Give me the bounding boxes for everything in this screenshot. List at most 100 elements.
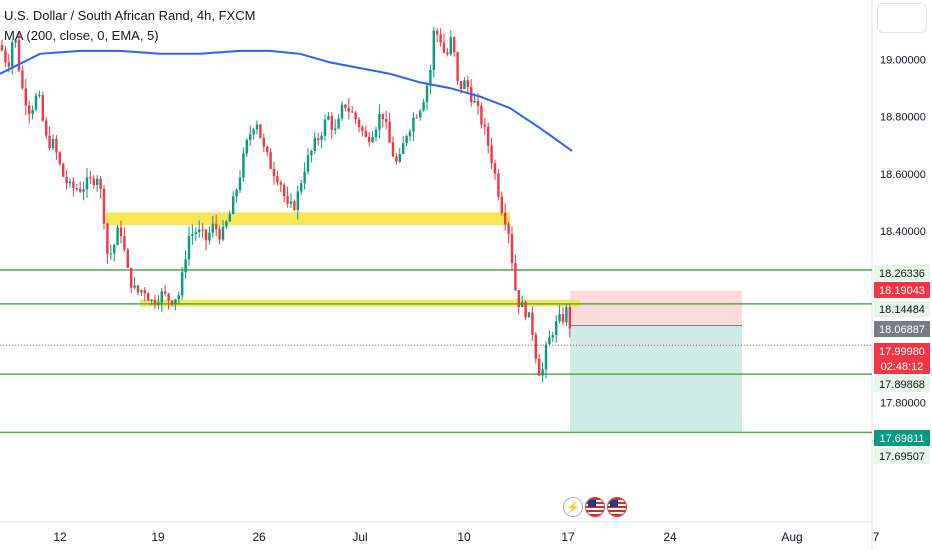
x-axis-tick-label: Jul bbox=[352, 530, 367, 544]
price-label-last: 17.99980 bbox=[879, 346, 925, 358]
candle-body bbox=[534, 334, 537, 359]
candle-body bbox=[378, 114, 381, 130]
candle-body bbox=[500, 196, 503, 213]
price-label-target: 17.69811 bbox=[879, 433, 924, 445]
candle-body bbox=[419, 110, 422, 118]
candle-body bbox=[11, 42, 14, 67]
candle-body bbox=[289, 201, 293, 204]
candle-body bbox=[235, 189, 238, 197]
price-label-bg bbox=[874, 343, 930, 359]
candle-body bbox=[340, 104, 344, 119]
candle-body bbox=[136, 285, 140, 293]
x-axis-tick-label: 7 bbox=[873, 530, 880, 544]
candle-body bbox=[565, 307, 568, 323]
candle-body bbox=[252, 129, 255, 135]
candle-body bbox=[439, 34, 442, 43]
candle-body bbox=[82, 189, 85, 192]
candle-body bbox=[4, 50, 7, 63]
price-label-level: 18.14484 bbox=[879, 304, 925, 316]
x-axis-tick-label: 17 bbox=[561, 530, 575, 544]
candle-body bbox=[255, 124, 259, 130]
us-flag-icon[interactable] bbox=[607, 497, 627, 517]
candle-body bbox=[558, 314, 561, 322]
candle-body bbox=[102, 188, 106, 224]
candle-body bbox=[48, 135, 51, 149]
candle-body bbox=[374, 129, 378, 138]
candle-body bbox=[388, 121, 391, 143]
candle-body bbox=[507, 224, 510, 234]
y-axis-tick-label: 18.60000 bbox=[880, 169, 926, 181]
candle-body bbox=[150, 299, 153, 301]
candle-body bbox=[62, 163, 65, 177]
candle-body bbox=[31, 109, 34, 115]
candle-body bbox=[106, 223, 109, 254]
candle-body bbox=[262, 137, 265, 147]
candle-body bbox=[177, 295, 180, 300]
us-flag-icon[interactable] bbox=[585, 497, 605, 517]
top-right-button[interactable] bbox=[877, 3, 927, 33]
price-label-entry: 18.06887 bbox=[879, 324, 925, 336]
candle-body bbox=[215, 223, 218, 230]
candle-body bbox=[368, 136, 371, 143]
candle-body bbox=[249, 134, 252, 140]
symbol-title[interactable]: U.S. Dollar / South African Rand, 4h, FX… bbox=[4, 8, 256, 23]
indicator-label[interactable]: MA (200, close, 0, EMA, 5) bbox=[4, 28, 159, 43]
candle-body bbox=[429, 70, 432, 86]
candle-body bbox=[456, 52, 459, 81]
candle-body bbox=[385, 119, 388, 122]
candle-body bbox=[395, 156, 398, 162]
price-label-bg bbox=[874, 282, 930, 298]
candle-body bbox=[296, 191, 299, 210]
candle-body bbox=[480, 105, 483, 125]
price-label-bg bbox=[874, 301, 930, 317]
candle-body bbox=[521, 302, 524, 308]
candle-body bbox=[538, 358, 541, 376]
candle-body bbox=[119, 227, 123, 237]
price-label-bg bbox=[874, 376, 930, 392]
candle-body bbox=[34, 95, 38, 110]
price-label-stop: 18.19043 bbox=[879, 285, 925, 297]
candle-body bbox=[140, 290, 143, 293]
ema-200-line bbox=[0, 49, 573, 152]
candle-body bbox=[459, 80, 463, 90]
price-label-bg bbox=[874, 448, 930, 464]
candle-body bbox=[544, 344, 548, 370]
candle-body bbox=[170, 300, 174, 305]
candle-body bbox=[79, 188, 82, 192]
candle-body bbox=[28, 105, 31, 115]
candle-body bbox=[211, 223, 214, 233]
candle-body bbox=[130, 267, 133, 288]
candle-body bbox=[517, 290, 520, 308]
candle-body bbox=[422, 102, 425, 111]
candle-body bbox=[164, 291, 167, 294]
x-axis-tick-label: 19 bbox=[151, 530, 165, 544]
candle-body bbox=[371, 137, 374, 143]
candle-body bbox=[283, 184, 286, 197]
y-axis-tick-label: 19.00000 bbox=[880, 55, 926, 67]
candle-body bbox=[65, 176, 68, 184]
candle-body bbox=[157, 302, 160, 305]
candle-body bbox=[398, 153, 401, 162]
x-axis-tick-label: 26 bbox=[252, 530, 266, 544]
candle-body bbox=[191, 234, 194, 236]
candle-body bbox=[126, 249, 129, 268]
candle-body bbox=[238, 177, 242, 190]
candle-body bbox=[504, 212, 507, 225]
candle-body bbox=[354, 112, 357, 120]
candle-body bbox=[432, 30, 435, 71]
candle-body bbox=[514, 263, 517, 291]
candle-body bbox=[364, 130, 367, 137]
candle-body bbox=[147, 293, 150, 301]
candle-body bbox=[313, 138, 316, 151]
price-label-countdown: 02:48:12 bbox=[881, 361, 924, 373]
x-axis-tick-label: 24 bbox=[663, 530, 677, 544]
candle-body bbox=[425, 85, 429, 103]
candle-body bbox=[143, 290, 146, 294]
candle-body bbox=[160, 291, 163, 303]
lightning-icon[interactable]: ⚡ bbox=[563, 497, 583, 517]
candle-body bbox=[306, 155, 310, 172]
candle-body bbox=[555, 321, 558, 336]
candle-body bbox=[187, 235, 191, 260]
candle-body bbox=[75, 188, 78, 190]
